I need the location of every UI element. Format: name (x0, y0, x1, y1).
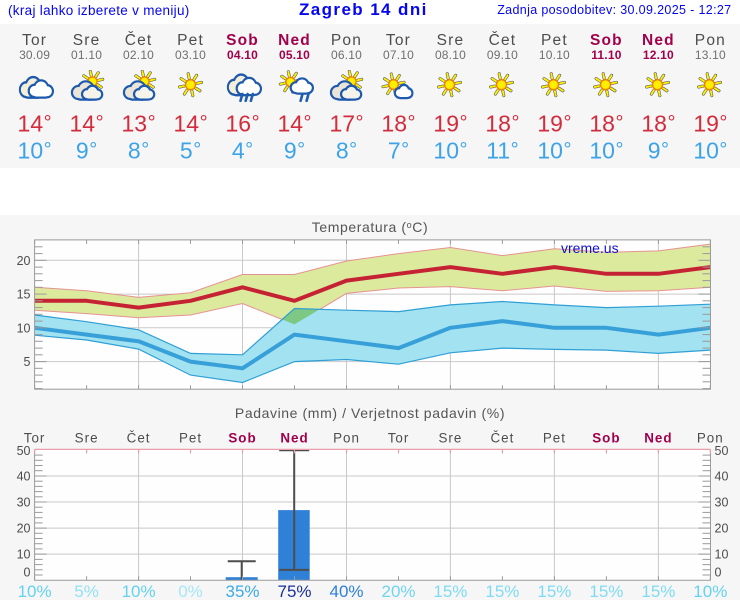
svg-text:75%: 75% (277, 582, 311, 600)
svg-text:Sob: Sob (592, 430, 620, 445)
svg-text:Tor: Tor (24, 430, 46, 445)
svg-text:Čet: Čet (127, 430, 151, 445)
svg-text:15%: 15% (589, 582, 623, 600)
svg-text:40: 40 (17, 470, 31, 484)
svg-text:10: 10 (17, 321, 31, 335)
svg-text:Pon: Pon (697, 430, 724, 445)
svg-text:Ned: Ned (280, 430, 308, 445)
svg-text:10%: 10% (122, 582, 156, 600)
svg-text:5: 5 (24, 355, 31, 369)
svg-text:Sre: Sre (438, 430, 462, 445)
svg-text:Pet: Pet (543, 430, 566, 445)
svg-text:15%: 15% (485, 582, 519, 600)
svg-text:20: 20 (715, 522, 729, 536)
svg-text:20: 20 (17, 522, 31, 536)
svg-text:Čet: Čet (490, 430, 514, 445)
svg-text:0: 0 (715, 566, 722, 580)
svg-text:Tor: Tor (388, 430, 410, 445)
svg-text:30: 30 (715, 496, 729, 510)
svg-text:10: 10 (17, 548, 31, 562)
svg-text:0: 0 (24, 566, 31, 580)
svg-text:Sre: Sre (75, 430, 99, 445)
svg-text:5%: 5% (74, 582, 99, 600)
svg-text:15%: 15% (433, 582, 467, 600)
svg-text:0%: 0% (178, 582, 203, 600)
svg-text:10%: 10% (693, 582, 727, 600)
svg-text:30: 30 (17, 496, 31, 510)
svg-text:15%: 15% (641, 582, 675, 600)
svg-text:15: 15 (17, 288, 31, 302)
svg-text:20: 20 (17, 254, 31, 268)
svg-text:Ned: Ned (644, 430, 672, 445)
svg-text:40: 40 (715, 470, 729, 484)
svg-text:Pet: Pet (179, 430, 202, 445)
svg-text:40%: 40% (329, 582, 363, 600)
svg-text:Padavine (mm) / Verjetnost pad: Padavine (mm) / Verjetnost padavin (%) (235, 405, 505, 421)
svg-text:10%: 10% (18, 582, 52, 600)
svg-text:vreme.us: vreme.us (561, 240, 619, 256)
svg-text:50: 50 (17, 444, 31, 458)
svg-text:15%: 15% (537, 582, 571, 600)
svg-text:Pon: Pon (333, 430, 360, 445)
svg-text:50: 50 (715, 444, 729, 458)
svg-text:Temperatura (oC): Temperatura (oC) (312, 219, 429, 235)
svg-text:35%: 35% (225, 582, 259, 600)
svg-text:20%: 20% (381, 582, 415, 600)
svg-text:10: 10 (715, 548, 729, 562)
svg-text:Sob: Sob (228, 430, 256, 445)
